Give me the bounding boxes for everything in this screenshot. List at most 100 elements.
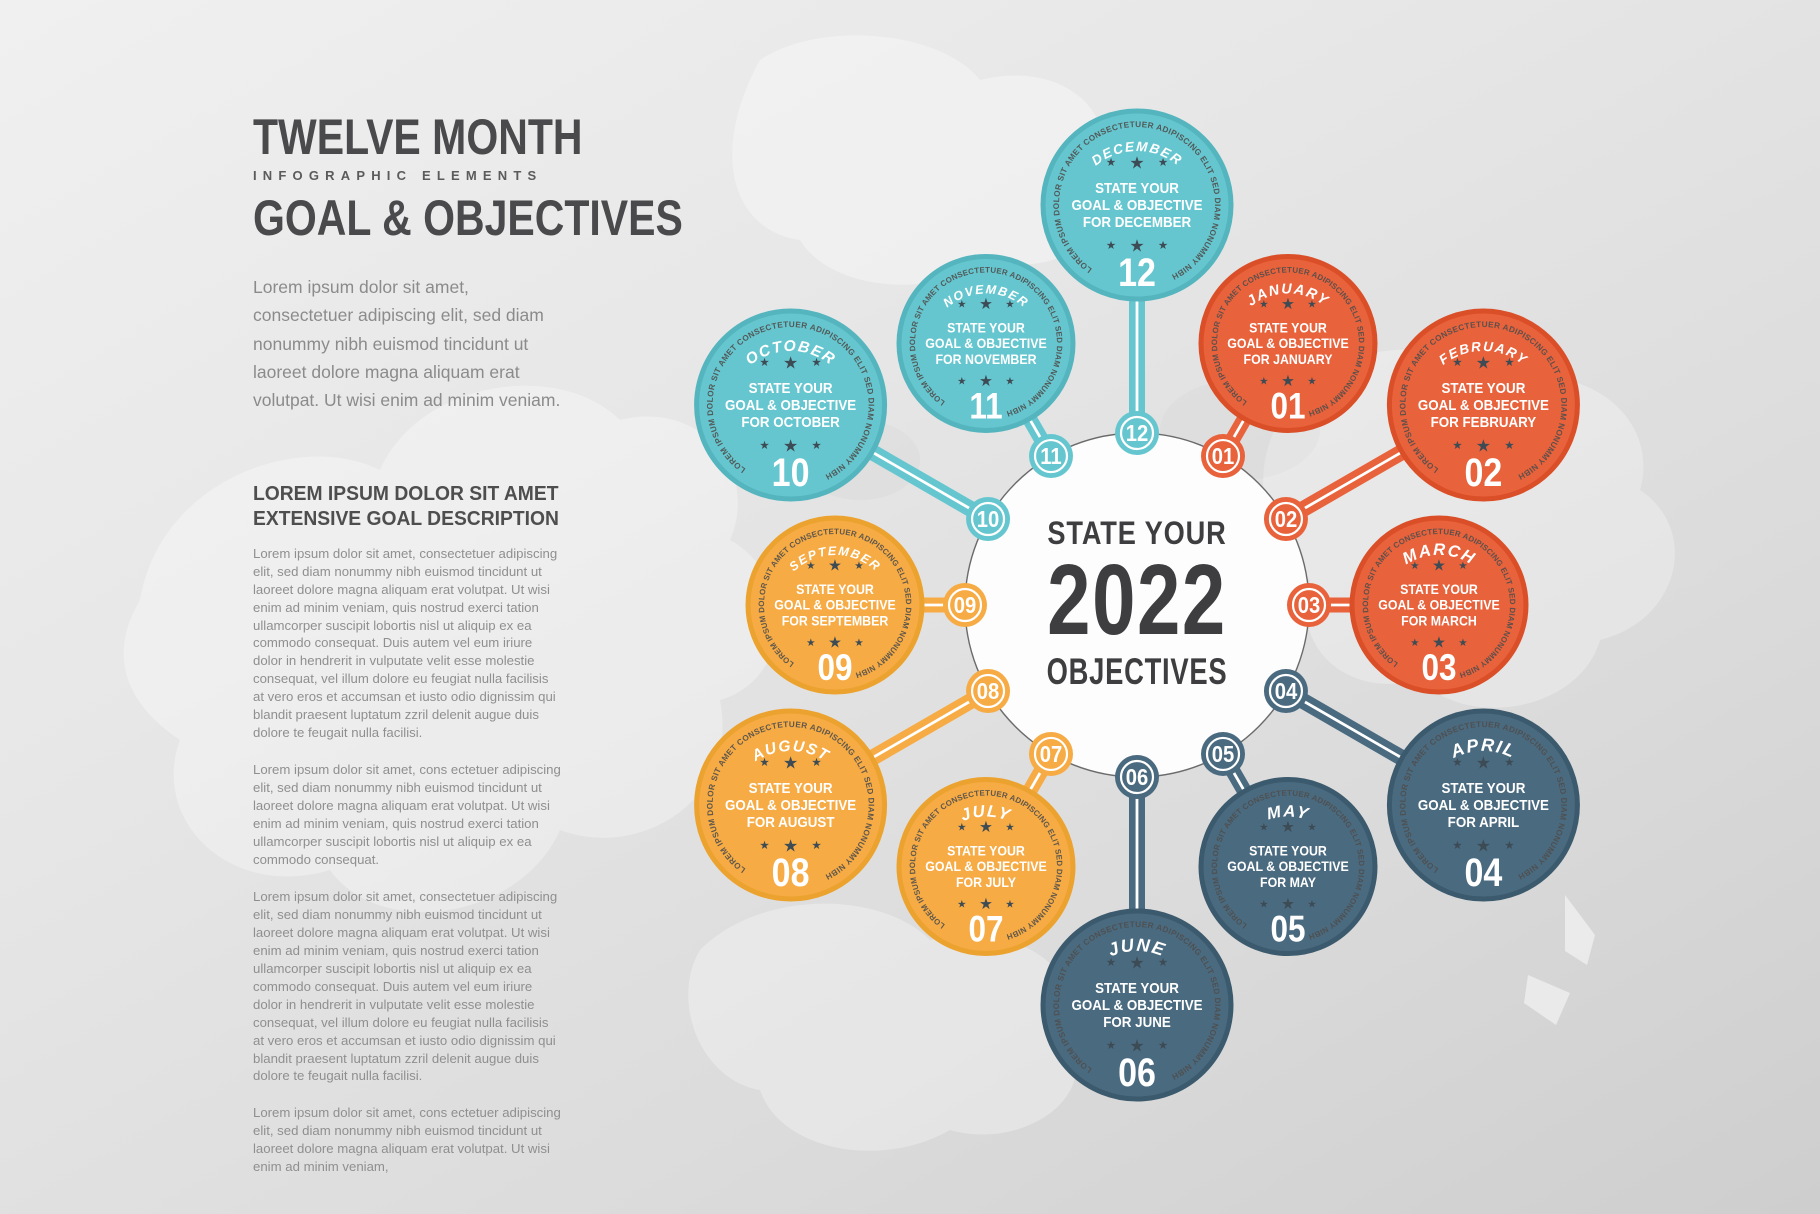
stars-bottom-july: ★ xyxy=(979,896,993,913)
goal-line-1-october: STATE YOUR xyxy=(749,380,833,397)
month-disc-may xyxy=(1198,777,1378,957)
stars-top-february: ★ xyxy=(1452,357,1462,369)
month-circle-february: LOREM IPSUM DOLOR SIT AMET CONSECTETUER … xyxy=(1386,308,1580,502)
goal-line-3-october: FOR OCTOBER xyxy=(741,414,840,431)
month-number-february: 02 xyxy=(1465,449,1503,494)
goal-line-2-october: GOAL & OBJECTIVE xyxy=(725,397,856,414)
stars-bottom-august: ★ xyxy=(811,840,821,852)
section-heading: LOREM IPSUM DOLOR SIT AMET EXTENSIVE GOA… xyxy=(253,481,559,531)
goal-line-3-february: FOR FEBRUARY xyxy=(1431,414,1537,431)
month-circle-layer: LOREM IPSUM DOLOR SIT AMET CONSECTETUER … xyxy=(694,108,1580,1102)
node-number-08: 08 xyxy=(977,678,1000,705)
stars-top-october: ★ xyxy=(783,354,798,373)
month-circle-may: LOREM IPSUM DOLOR SIT AMET CONSECTETUER … xyxy=(1198,777,1378,957)
goal-line-2-march: GOAL & OBJECTIVE xyxy=(1378,597,1500,613)
stars-top-september: ★ xyxy=(828,558,842,575)
text-column: TWELVE MONTH INFOGRAPHIC ELEMENTS GOAL &… xyxy=(253,109,683,1195)
month-number-august: 08 xyxy=(772,849,810,894)
stars-bottom-june: ★ xyxy=(1129,1037,1144,1056)
month-circle-november: LOREM IPSUM DOLOR SIT AMET CONSECTETUER … xyxy=(896,253,1076,433)
goal-line-3-november: FOR NOVEMBER xyxy=(935,351,1037,367)
node-inner-ring-11 xyxy=(1033,438,1069,474)
node-inner-ring-10 xyxy=(970,501,1006,537)
stars-top-june: ★ xyxy=(1106,957,1116,969)
stars-bottom-october: ★ xyxy=(811,440,821,452)
stars-bottom-august: ★ xyxy=(759,840,769,852)
stars-bottom-november: ★ xyxy=(957,375,967,387)
stars-top-august: ★ xyxy=(759,757,769,769)
goal-line-3-december: FOR DECEMBER xyxy=(1083,214,1192,231)
stars-bottom-december: ★ xyxy=(1106,240,1116,252)
node-number-03: 03 xyxy=(1298,592,1321,619)
stars-top-december: ★ xyxy=(1158,157,1168,169)
month-name-may: MAY xyxy=(1265,801,1312,823)
page-subtitle: INFOGRAPHIC ELEMENTS xyxy=(253,168,543,183)
month-number-september: 09 xyxy=(818,648,853,689)
goal-line-3-april: FOR APRIL xyxy=(1448,814,1520,831)
month-disc-september xyxy=(745,515,925,695)
stars-top-january: ★ xyxy=(1259,299,1269,311)
node-08: 08 xyxy=(966,669,1011,713)
goal-line-2-november: GOAL & OBJECTIVE xyxy=(925,335,1047,351)
map-blob xyxy=(732,35,1108,285)
stars-top-september: ★ xyxy=(854,560,864,572)
node-number-11: 11 xyxy=(1040,443,1061,470)
node-number-06: 06 xyxy=(1126,764,1149,791)
stars-top-october: ★ xyxy=(811,357,821,369)
month-number-may: 05 xyxy=(1271,909,1306,950)
map-island xyxy=(1524,975,1570,1025)
stars-bottom-october: ★ xyxy=(759,440,769,452)
goal-line-3-september: FOR SEPTEMBER xyxy=(782,613,889,629)
stars-bottom-march: ★ xyxy=(1458,637,1468,649)
goal-line-3-june: FOR JUNE xyxy=(1103,1014,1171,1031)
stars-top-january: ★ xyxy=(1281,296,1295,313)
node-06: 06 xyxy=(1115,755,1159,799)
node-01: 01 xyxy=(1201,434,1245,479)
node-03: 03 xyxy=(1287,583,1331,627)
node-number-04: 04 xyxy=(1275,678,1298,705)
stars-bottom-september: ★ xyxy=(806,637,816,649)
map-blob xyxy=(123,385,778,913)
stars-bottom-june: ★ xyxy=(1106,1040,1116,1052)
node-07: 07 xyxy=(1029,731,1073,776)
center-line-bottom: OBJECTIVES xyxy=(1047,651,1228,692)
stars-top-january: ★ xyxy=(1307,299,1317,311)
node-inner-ring-04 xyxy=(1268,673,1304,709)
section-heading-line1: LOREM IPSUM DOLOR SIT AMET xyxy=(253,481,559,505)
stars-top-march: ★ xyxy=(1410,560,1420,572)
month-disc-march xyxy=(1349,515,1529,695)
body-paragraph: Lorem ipsum dolor sit amet, cons ectetue… xyxy=(253,762,561,867)
stars-bottom-august: ★ xyxy=(783,837,798,856)
stars-top-november: ★ xyxy=(1005,299,1015,311)
month-number-october: 10 xyxy=(772,449,810,494)
stars-bottom-september: ★ xyxy=(854,637,864,649)
node-09: 09 xyxy=(943,583,987,627)
stars-bottom-february: ★ xyxy=(1476,437,1491,456)
stars-bottom-september: ★ xyxy=(828,634,842,651)
month-circle-october: LOREM IPSUM DOLOR SIT AMET CONSECTETUER … xyxy=(694,308,888,502)
month-disc-july xyxy=(896,777,1076,957)
stars-top-april: ★ xyxy=(1476,754,1491,773)
stars-bottom-december: ★ xyxy=(1129,237,1144,256)
month-disc-june xyxy=(1040,908,1234,1102)
month-disc-august xyxy=(694,708,888,902)
node-inner-ring-12 xyxy=(1119,415,1155,451)
body-paragraphs: Lorem ipsum dolor sit amet, consectetuer… xyxy=(253,545,563,1177)
page-title: TWELVE MONTH xyxy=(253,109,583,165)
stars-bottom-january: ★ xyxy=(1281,373,1295,390)
stars-top-october: ★ xyxy=(759,357,769,369)
month-circle-june: LOREM IPSUM DOLOR SIT AMET CONSECTETUER … xyxy=(1040,908,1234,1102)
stars-top-march: ★ xyxy=(1458,560,1468,572)
node-number-05: 05 xyxy=(1212,741,1235,768)
stars-top-december: ★ xyxy=(1106,157,1116,169)
stars-top-april: ★ xyxy=(1504,757,1514,769)
month-number-january: 01 xyxy=(1271,386,1306,427)
stars-top-march: ★ xyxy=(1432,558,1446,575)
stars-bottom-june: ★ xyxy=(1158,1040,1168,1052)
stars-bottom-may: ★ xyxy=(1259,898,1269,910)
page-title-2: GOAL & OBJECTIVES xyxy=(253,190,683,246)
stars-bottom-may: ★ xyxy=(1307,898,1317,910)
node-inner-ring-02 xyxy=(1268,501,1304,537)
month-number-march: 03 xyxy=(1422,648,1457,689)
